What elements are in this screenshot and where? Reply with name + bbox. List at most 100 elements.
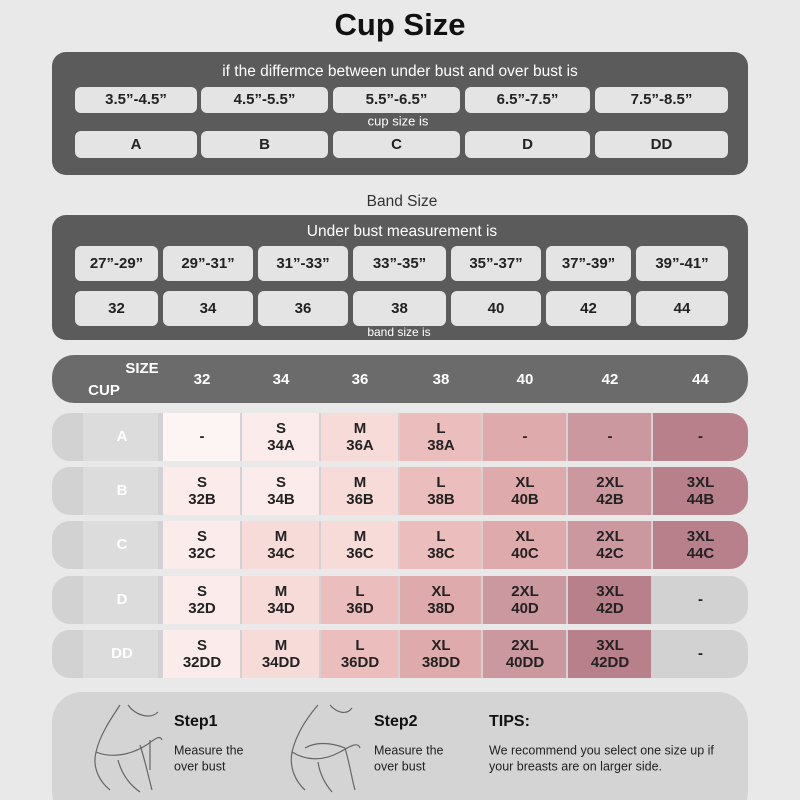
measurement-label: 31”-33” xyxy=(276,255,329,272)
title: Cup Size xyxy=(335,7,466,42)
band-label: 38 xyxy=(391,300,408,317)
cup-label: A xyxy=(131,136,142,153)
band-label: 42 xyxy=(580,300,597,317)
size-letter: XL xyxy=(515,528,534,545)
cup-column-cell xyxy=(83,467,158,515)
size-dash: - xyxy=(698,591,703,608)
size-cell xyxy=(163,413,240,461)
tips-title: TIPS: xyxy=(489,713,530,730)
size-cell xyxy=(400,630,481,678)
size-code: 42B xyxy=(596,491,624,508)
size-code: 42D xyxy=(596,600,624,617)
row-cup: C xyxy=(117,536,128,553)
measurement-cell xyxy=(75,246,158,281)
size-cell xyxy=(483,576,566,624)
size-cell xyxy=(568,521,651,569)
size-cell xyxy=(242,413,319,461)
size-cell xyxy=(163,521,240,569)
size-cell xyxy=(242,467,319,515)
size-cell xyxy=(400,467,481,515)
size-letter: L xyxy=(436,420,445,437)
column-header: 42 xyxy=(602,371,619,388)
size-letter: 2XL xyxy=(511,637,539,654)
size-code: 32B xyxy=(188,491,216,508)
size-letter: S xyxy=(197,528,207,545)
size-code: 44C xyxy=(687,545,715,562)
size-letter: M xyxy=(354,528,367,545)
measurement-cell xyxy=(353,246,446,281)
band-cell xyxy=(163,291,253,326)
size-code: 34D xyxy=(267,600,295,617)
size-cell xyxy=(242,576,319,624)
corner-bottom: CUP xyxy=(88,382,120,399)
cup-cell xyxy=(465,131,590,158)
size-letter: 3XL xyxy=(596,637,624,654)
size-letter: XL xyxy=(431,637,450,654)
band-caption: band size is xyxy=(367,325,430,339)
size-code: 34C xyxy=(267,545,295,562)
size-code: 44B xyxy=(687,491,715,508)
content: Cup Size if the differmce between under b… xyxy=(52,7,748,800)
size-code: 32D xyxy=(188,600,216,617)
size-dash: - xyxy=(698,428,703,445)
band-title: Band Size xyxy=(367,193,438,210)
size-cell xyxy=(400,576,481,624)
size-code: 34A xyxy=(267,437,295,454)
size-letter: 2XL xyxy=(596,528,624,545)
cup-column-cell xyxy=(83,576,158,624)
measurement-label: 29”-31” xyxy=(181,255,234,272)
size-letter: 3XL xyxy=(687,474,715,491)
size-cell xyxy=(483,413,566,461)
measurement-cell xyxy=(451,246,541,281)
measurement-label: 39”-41” xyxy=(655,255,708,272)
column-header: 40 xyxy=(517,371,534,388)
size-code: 36C xyxy=(346,545,374,562)
size-code: 38B xyxy=(427,491,455,508)
size-code: 42C xyxy=(596,545,624,562)
size-code: 36A xyxy=(346,437,374,454)
size-letter: S xyxy=(276,420,286,437)
size-letter: M xyxy=(275,528,288,545)
size-letter: XL xyxy=(515,474,534,491)
size-letter: S xyxy=(197,637,207,654)
size-letter: 3XL xyxy=(687,528,715,545)
size-cell-edge xyxy=(653,521,683,569)
size-letter: L xyxy=(355,583,364,600)
illustration-step2 xyxy=(290,704,361,793)
difference-cell xyxy=(333,87,460,113)
difference-label: 5.5”-6.5” xyxy=(366,91,428,108)
cup-cell xyxy=(333,131,460,158)
band-cell xyxy=(75,291,158,326)
column-header: 44 xyxy=(692,371,709,388)
cup-label: D xyxy=(522,136,533,153)
band-label: 40 xyxy=(488,300,505,317)
band-cell xyxy=(451,291,541,326)
column-header: 38 xyxy=(433,371,450,388)
tips-text: We recommend you select one size up if xyxy=(489,743,714,757)
size-code: 36DD xyxy=(341,654,380,671)
size-letter: XL xyxy=(431,583,450,600)
difference-label: 3.5”-4.5” xyxy=(105,91,167,108)
size-cell xyxy=(568,630,651,678)
difference-cell xyxy=(201,87,328,113)
column-header: 36 xyxy=(352,371,369,388)
cup-cell xyxy=(75,131,197,158)
band-cell xyxy=(353,291,446,326)
size-cell xyxy=(568,413,651,461)
step-text: over bust xyxy=(174,759,226,773)
band-label: 36 xyxy=(295,300,312,317)
column-header: 34 xyxy=(273,371,290,388)
size-cell xyxy=(483,630,566,678)
size-code: 34B xyxy=(267,491,295,508)
size-cell xyxy=(321,467,398,515)
size-cell xyxy=(321,413,398,461)
cup-cell xyxy=(201,131,328,158)
cup-caption: cup size is xyxy=(368,113,429,128)
size-code: 32C xyxy=(188,545,216,562)
instructions-panel xyxy=(52,692,748,800)
measurement-label: 27”-29” xyxy=(90,255,143,272)
size-cell xyxy=(568,576,651,624)
measurement-cell xyxy=(636,246,728,281)
cup-label: DD xyxy=(651,136,673,153)
